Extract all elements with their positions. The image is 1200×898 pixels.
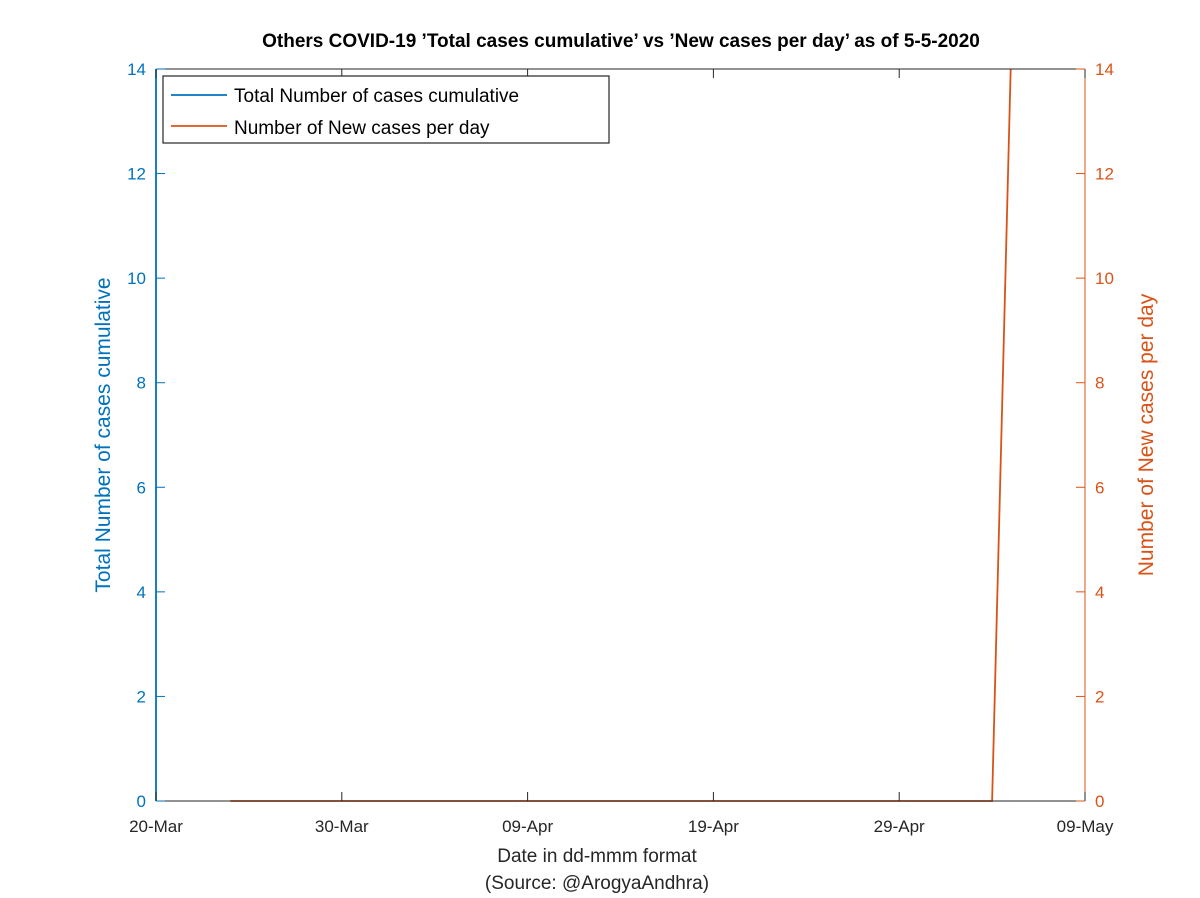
x-tick-label: 09-Apr (502, 817, 553, 836)
legend-entry-cumulative: Total Number of cases cumulative (234, 86, 519, 107)
x-tick-label: 30-Mar (315, 817, 369, 836)
x-tick-label: 09-May (1057, 817, 1114, 836)
source-note: (Source: @ArogyaAndhra) (485, 873, 709, 894)
y-tick-label-right: 8 (1095, 374, 1104, 393)
x-axis-label: Date in dd-mmm format (497, 846, 697, 867)
y-tick-label-right: 0 (1095, 792, 1104, 811)
y-tick-label-left: 12 (127, 165, 146, 184)
y-tick-label-right: 10 (1095, 269, 1114, 288)
x-tick-label: 20-Mar (129, 817, 183, 836)
chart-title: Others COVID-19 ’Total cases cumulative’… (262, 31, 980, 52)
right-y-axis-label: Number of New cases per day (1135, 293, 1158, 576)
y-ticks-right: 0 2 4 6 8 10 12 14 (1076, 60, 1114, 811)
left-y-axis-label: Total Number of cases cumulative (92, 277, 115, 592)
y-tick-label-right: 6 (1095, 478, 1104, 497)
y-tick-label-left: 14 (127, 60, 146, 79)
y-tick-label-right: 2 (1095, 687, 1104, 706)
y-ticks-left: 0 2 4 6 8 10 12 14 (127, 60, 165, 811)
y-tick-label-right: 14 (1095, 60, 1114, 79)
y-tick-label-left: 2 (137, 687, 146, 706)
y-tick-label-right: 12 (1095, 165, 1114, 184)
y-tick-label-left: 8 (137, 374, 146, 393)
plot-area (156, 69, 1085, 801)
y-tick-label-left: 0 (137, 792, 146, 811)
y-tick-label-left: 4 (137, 583, 146, 602)
legend: Total Number of cases cumulative Number … (162, 75, 610, 144)
y-tick-label-right: 4 (1095, 583, 1104, 602)
legend-box (162, 75, 610, 144)
y-tick-label-left: 10 (127, 269, 146, 288)
x-tick-label: 19-Apr (688, 817, 739, 836)
x-ticks: 20-Mar 30-Mar 09-Apr 19-Apr 29-Apr 09-May (129, 69, 1114, 836)
legend-entry-new: Number of New cases per day (234, 118, 490, 139)
x-tick-label: 29-Apr (874, 817, 925, 836)
y-tick-label-left: 6 (137, 478, 146, 497)
